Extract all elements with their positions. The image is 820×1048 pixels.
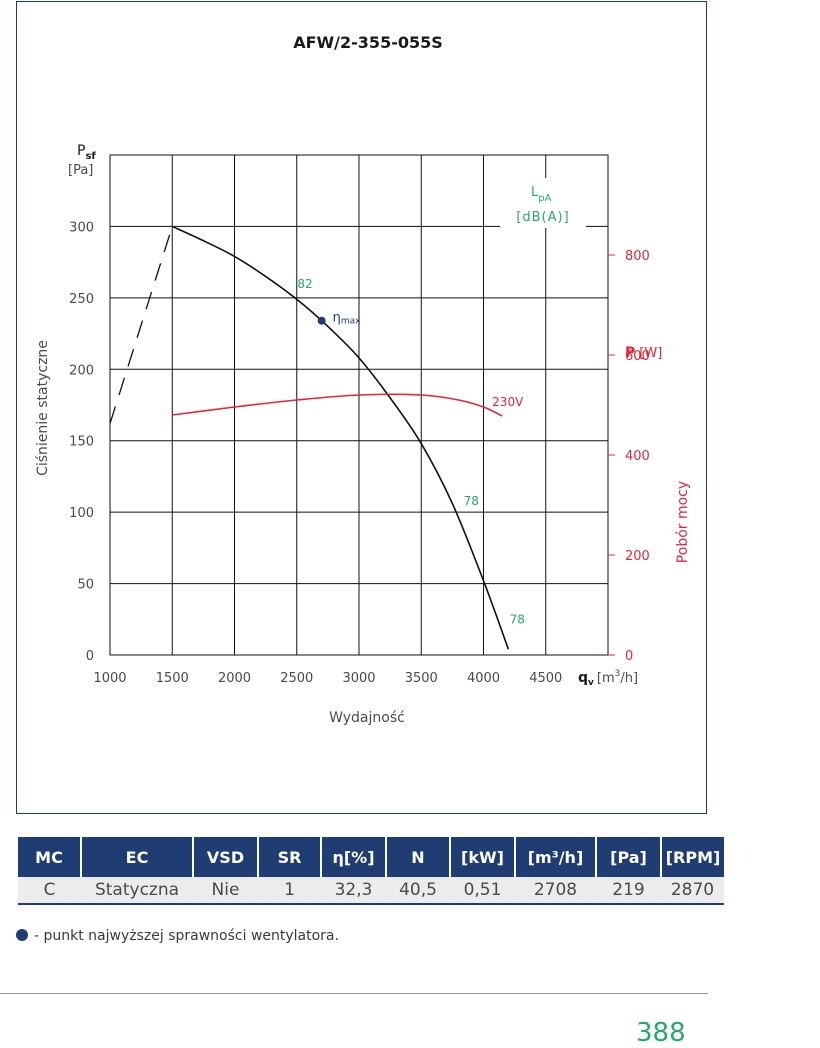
lpa-symbol: LpA: [531, 185, 552, 204]
cell-mc: C: [18, 877, 81, 905]
tick-labels: 1000 1500 2000 2500 3000 3500 4000 450005010015…: [69, 220, 650, 686]
y2-tick-label: 0: [625, 649, 633, 664]
bottom-divider: [0, 993, 708, 994]
y2-axis-symbol: P [W]: [625, 345, 662, 361]
y-axis-symbol-sub: sf: [85, 151, 96, 162]
header-sr: SR: [258, 837, 322, 877]
eta-max-label-sub: max: [341, 317, 361, 327]
series: [109, 225, 510, 650]
y-axis-label: Ciśnienie statyczne: [35, 340, 51, 476]
cell-n: 40,5: [386, 877, 450, 905]
dashed-line: [109, 226, 173, 424]
header-rpm: [RPM]: [661, 837, 724, 877]
header-ec: EC: [81, 837, 194, 877]
legend-note-text: - punkt najwyższej sprawności wentylator…: [34, 928, 339, 944]
header-n: N: [386, 837, 451, 877]
cell-pa: 219: [596, 877, 661, 905]
y2-tick-label: 200: [625, 549, 650, 564]
y2-tick-label: 800: [625, 249, 650, 264]
cell-sr: 1: [258, 877, 321, 905]
grid: [109, 154, 609, 656]
x-tick-label: 2500: [280, 671, 313, 686]
cell-m3h: 2708: [515, 877, 596, 905]
performance-chart: 1000 1500 2000 2500 3000 3500 4000 450005010015…: [35, 33, 691, 726]
y-tick-label: 150: [69, 435, 94, 450]
x-tick-label: 1500: [156, 671, 189, 686]
x-axis-unit-pre: [m: [597, 671, 615, 686]
y2-tick-label: 400: [625, 449, 650, 464]
x-tick-label: 3500: [405, 671, 438, 686]
x-axis-unit: qv [m3/h]: [578, 669, 638, 688]
page-number: 388: [636, 1018, 686, 1048]
x-axis-symbol: q: [578, 670, 588, 686]
cell-kw: 0,51: [450, 877, 515, 905]
eta-max-point: [317, 316, 326, 325]
y2-axis-label: Pobór mocy: [675, 481, 691, 563]
y-tick-label: 100: [69, 506, 94, 521]
x-axis-unit-post: /h]: [620, 671, 638, 686]
cell-vsd: Nie: [193, 877, 258, 905]
noise-level-label: 78: [510, 613, 525, 627]
header-vsd: VSD: [193, 837, 259, 877]
header-kw: [kW]: [450, 837, 516, 877]
x-tick-label: 2000: [218, 671, 251, 686]
cell-eta: 32,3: [321, 877, 386, 905]
power-curve: [172, 393, 503, 417]
spec-table-header-row: MC EC VSD SR η[%] N [kW] [m³/h] [Pa] [RP…: [18, 837, 724, 877]
x-tick-label: 4500: [529, 671, 562, 686]
y2-axis-unit: [W]: [639, 346, 662, 361]
lpa-unit: [dB(A)]: [516, 210, 569, 225]
x-axis-label: Wydajność: [329, 710, 405, 726]
eta-max-label-main: η: [333, 311, 341, 326]
cell-rpm: 2870: [661, 877, 724, 905]
y-axis-symbol-main: P: [77, 143, 85, 159]
y-tick-label: 50: [77, 578, 94, 593]
header-mc: MC: [18, 837, 82, 877]
noise-level-label: 82: [297, 277, 312, 291]
header-pa: [Pa]: [596, 837, 662, 877]
y-tick-label: 250: [69, 292, 94, 307]
y2-axis-symbol-main: P: [625, 345, 635, 361]
pressure-curve: [171, 225, 510, 650]
y-tick-label: 200: [69, 363, 94, 378]
eta-max-dot-icon: [16, 929, 28, 941]
noise-level-label: 78: [464, 494, 479, 508]
x-axis-symbol-sub: v: [588, 678, 594, 688]
x-tick-label: 1000: [93, 671, 126, 686]
cell-ec: Statyczna: [81, 877, 193, 905]
series-label: 230V: [492, 395, 524, 409]
y-axis-unit: [Pa]: [68, 163, 93, 178]
lpa-box: [500, 178, 586, 228]
header-m3h: [m³/h]: [515, 837, 597, 877]
x-tick-label: 4000: [467, 671, 500, 686]
spec-table-row: C Statyczna Nie 1 32,3 40,5 0,51 2708 21…: [18, 877, 724, 905]
lpa-symbol-main: L: [531, 185, 539, 200]
x-axis-unit-sup: 3: [615, 669, 621, 679]
spec-table: MC EC VSD SR η[%] N [kW] [m³/h] [Pa] [RP…: [18, 837, 724, 905]
y-tick-label: 0: [86, 649, 94, 664]
annotations: 230V ηmax 82 78 78: [297, 277, 525, 627]
chart-frame: [16, 1, 707, 814]
x-tick-label: 3000: [342, 671, 375, 686]
chart-title: AFW/2-355-055S: [293, 33, 443, 52]
legend-note: - punkt najwyższej sprawności wentylator…: [16, 928, 339, 944]
header-eta: η[%]: [321, 837, 387, 877]
y2-tick-label: 600: [625, 349, 650, 364]
y-axis-symbol: Psf: [77, 143, 96, 162]
y-tick-label: 300: [69, 220, 94, 235]
lpa-symbol-sub: pA: [538, 193, 551, 204]
eta-max-label: ηmax: [333, 311, 362, 327]
